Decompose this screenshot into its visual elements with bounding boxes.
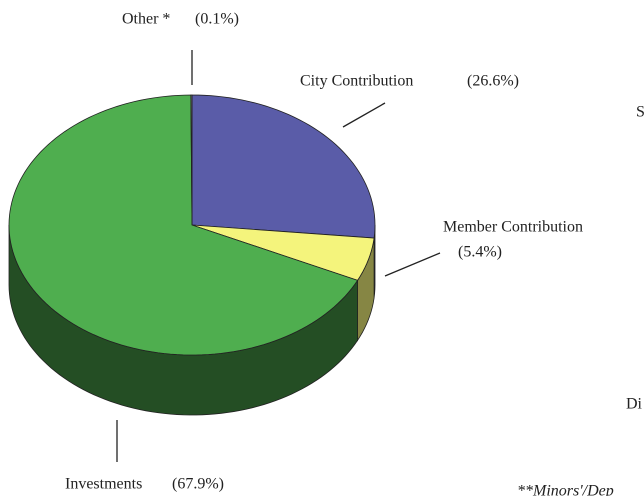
annotation: S: [636, 104, 644, 121]
pie-slice: [191, 224, 375, 281]
pie-slice: [8, 94, 359, 356]
value-label: (0.1%): [195, 11, 239, 28]
slice-label: Other *: [122, 11, 170, 28]
value-label: (67.9%): [172, 476, 224, 493]
pie-slice: [191, 94, 376, 239]
annotation: Di: [626, 396, 643, 413]
slice-label: Investments: [65, 476, 142, 493]
leader-line: [384, 252, 441, 277]
slice-label: Member Contribution: [443, 219, 583, 236]
value-label: (26.6%): [467, 73, 519, 90]
slice-label: City Contribution: [300, 73, 413, 90]
pie-slice: [190, 94, 193, 226]
annotation: **Minors'/Dep: [517, 483, 614, 496]
leader-line: [342, 102, 386, 128]
value-label: (5.4%): [458, 244, 502, 261]
